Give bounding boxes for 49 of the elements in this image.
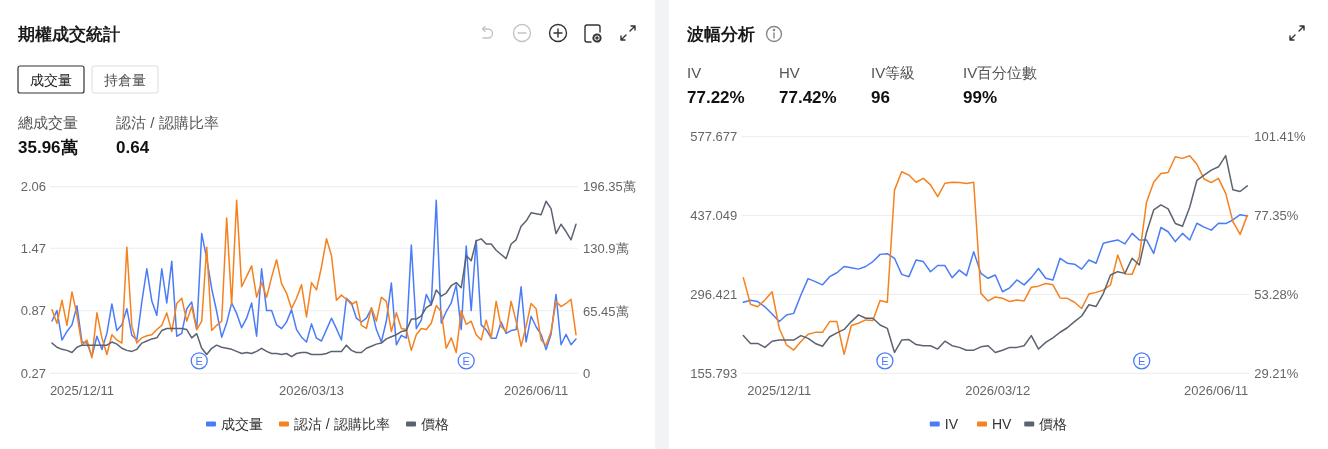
text: 77.22% xyxy=(687,87,745,107)
annotation: E xyxy=(462,354,470,367)
text: 35.96萬 xyxy=(18,137,78,157)
y2-tick-label: 130.9萬 xyxy=(583,241,629,257)
y2-tick-label: 101.41% xyxy=(1254,129,1307,145)
legend-label: IV xyxy=(944,416,959,432)
annotation: E xyxy=(881,354,889,367)
y-tick-label: 1.47 xyxy=(20,240,46,256)
text: 持倉量 xyxy=(104,71,146,88)
legend-label: 認沽 / 認購比率 xyxy=(293,416,390,432)
y2-tick-label: 29.21% xyxy=(1254,365,1299,381)
x-tick-label: 2025/12/11 xyxy=(747,383,812,399)
y-tick-label: 155.793 xyxy=(690,365,738,381)
y2-tick-label: 0 xyxy=(583,365,591,381)
legend-label: HV xyxy=(992,416,1013,432)
y-tick-label: 2.06 xyxy=(20,179,46,195)
text: 成交量 xyxy=(30,71,72,88)
text: HV xyxy=(779,64,800,81)
y-tick-label: 0.27 xyxy=(20,365,46,381)
annotation: E xyxy=(1138,354,1146,367)
y-tick-label: 437.049 xyxy=(690,208,738,224)
x-tick-label: 2026/06/11 xyxy=(1184,383,1249,399)
text: IV百分位數 xyxy=(963,64,1038,81)
x-tick-label: 2025/12/11 xyxy=(49,383,114,399)
legend-label: 價格 xyxy=(1039,416,1068,432)
legend-label: 成交量 xyxy=(220,416,263,432)
x-tick-label: 2026/03/13 xyxy=(278,383,345,399)
chart-title: 波幅分析 xyxy=(686,24,755,44)
text: 96 xyxy=(871,87,890,107)
x-tick-label: 2026/03/12 xyxy=(965,383,1031,399)
line-series xyxy=(742,213,1249,323)
text: IV等級 xyxy=(871,64,916,81)
text: IV xyxy=(687,64,702,81)
text: 99% xyxy=(963,87,998,107)
text: 0.64 xyxy=(116,137,150,157)
y-tick-label: 577.677 xyxy=(690,129,738,145)
y-tick-label: 0.87 xyxy=(20,303,46,319)
chart-title: 期權成交統計 xyxy=(17,24,120,44)
y2-tick-label: 53.28% xyxy=(1254,286,1299,302)
text: 認沽 / 認購比率 xyxy=(116,114,219,131)
y2-tick-label: 196.35萬 xyxy=(583,179,636,195)
annotation: E xyxy=(195,354,203,367)
y-tick-label: 296.421 xyxy=(690,286,738,302)
text: 77.42% xyxy=(779,87,837,107)
x-tick-label: 2026/06/11 xyxy=(504,383,569,399)
legend-label: 價格 xyxy=(421,416,450,432)
text: 總成交量 xyxy=(17,114,78,131)
y2-tick-label: 65.45萬 xyxy=(583,303,629,319)
y2-tick-label: 77.35% xyxy=(1254,208,1299,224)
